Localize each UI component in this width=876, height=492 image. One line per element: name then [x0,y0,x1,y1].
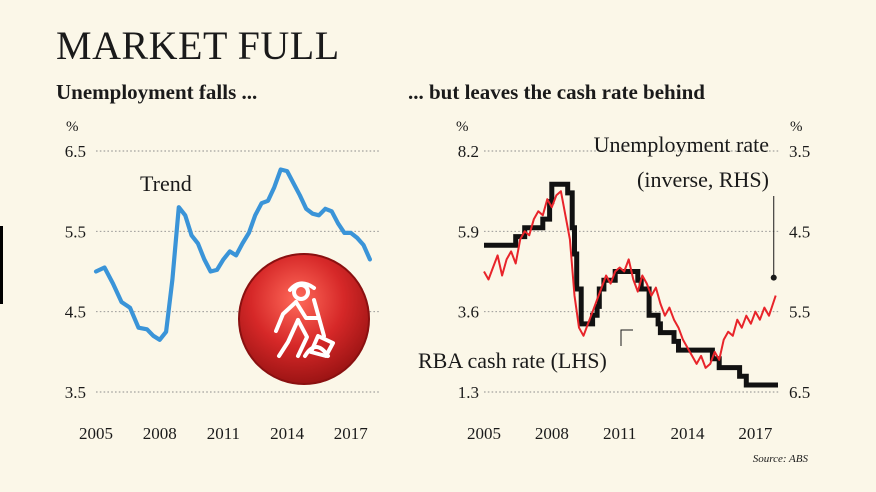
cash-rate-leader-line [620,329,633,346]
left-y-tick-label: 4.5 [65,303,86,322]
unemployment-annotation-sub: (inverse, RHS) [637,167,769,192]
right-x-tick-label: 2011 [603,424,636,443]
trend-series-line [93,167,372,342]
right-left-y-unit-label: % [456,119,469,135]
right-x-tick-label: 2014 [671,424,706,443]
left-chart-title: Unemployment falls ... [56,80,258,104]
right-left-y-tick-label: 5.9 [458,222,479,241]
right-right-y-unit-label: % [790,119,803,135]
left-edge-mark [0,226,3,304]
right-chart-title: ... but leaves the cash rate behind [408,80,705,104]
left-y-tick-label: 3.5 [65,383,86,402]
cash-rate-annotation: RBA cash rate (LHS) [418,348,607,373]
unemployment-end-marker [770,274,777,281]
trend-annotation: Trend [140,171,192,196]
right-left-y-tick-label: 1.3 [458,383,479,402]
source-note: Source: ABS [753,453,809,465]
right-chart: 8.2 5.9 3.6 1.3 3.5 4.5 5.5 6.5% % 2005 2008 2011 20… [418,119,810,465]
right-right-y-tick-label: 5.5 [789,303,810,322]
left-y-tick-label: 6.5 [65,142,86,161]
left-x-tick-label: 2011 [207,424,240,443]
unemployment-series-line [483,190,777,369]
right-x-tick-label: 2008 [535,424,569,443]
road-worker-shovel-icon [238,253,370,385]
right-right-y-tick-label: 4.5 [789,222,810,241]
unemployment-annotation: Unemployment rate [594,132,769,157]
right-x-tick-label: 2017 [738,424,773,443]
left-x-tick-label: 2005 [79,424,113,443]
left-y-unit-label: % [66,119,79,135]
left-y-tick-label: 5.5 [65,222,86,241]
right-left-y-tick-label: 3.6 [458,303,479,322]
right-x-tick-label: 2005 [467,424,501,443]
left-x-tick-label: 2014 [270,424,305,443]
right-right-y-tick-label: 6.5 [789,383,810,402]
right-left-y-tick-label: 8.2 [458,142,479,161]
headline: MARKET FULL [56,23,340,68]
left-x-tick-label: 2017 [334,424,369,443]
left-chart: 6.5 5.5 4.5 3.5% 2005 2008 2011 2014 2017 Trend [65,119,380,443]
right-right-y-tick-label: 3.5 [789,142,810,161]
left-x-tick-label: 2008 [143,424,177,443]
